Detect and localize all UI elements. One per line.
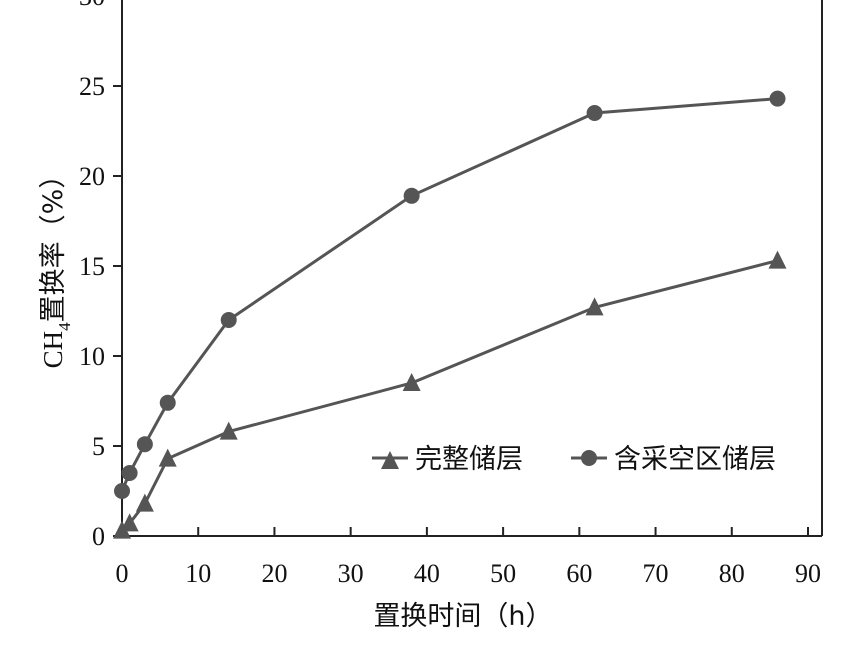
x-tick-label: 40 [414, 559, 440, 588]
x-tick-label: 70 [643, 559, 669, 588]
x-tick-label: 20 [261, 559, 287, 588]
x-tick-label: 10 [185, 559, 211, 588]
x-tick-label: 60 [566, 559, 592, 588]
data-point [120, 513, 139, 532]
data-point [402, 373, 421, 391]
y-tick-label: 15 [79, 252, 105, 281]
data-point [135, 493, 154, 512]
x-tick-label: 0 [116, 559, 129, 588]
legend-label-1: 含采空区储层 [614, 444, 776, 475]
data-point [403, 187, 420, 204]
x-tick-label: 30 [338, 559, 364, 588]
series-layer [113, 90, 787, 539]
legend-marker-circle [581, 450, 597, 466]
data-point [585, 297, 604, 316]
y-tick-label: 5 [92, 432, 105, 461]
x-axis-title: 置换时间（h） [373, 601, 552, 632]
series-1 [114, 90, 786, 499]
y-tick-label: 0 [92, 522, 105, 551]
x-axis-ticks: 0 10 20 30 40 50 60 70 80 90 [116, 527, 821, 588]
x-tick-label: 80 [719, 559, 745, 588]
legend-marker-triangle [381, 451, 399, 469]
y-axis-title-pre: CH [38, 331, 68, 369]
data-point [121, 465, 138, 481]
x-tick-label: 90 [795, 559, 821, 588]
y-axis-title: CH4置换率（%） [38, 162, 74, 369]
y-tick-label: 10 [79, 342, 105, 371]
series-0 [113, 250, 787, 539]
data-point [768, 250, 787, 269]
y-tick-label: 30 [79, 0, 105, 11]
data-point [219, 421, 238, 440]
y-axis-title-sub: 4 [55, 322, 74, 331]
data-point [158, 448, 177, 467]
data-point [159, 394, 176, 411]
data-point [136, 436, 153, 453]
series-line-1 [120, 97, 778, 492]
data-point [220, 312, 237, 328]
y-axis-title-post: 置换率（%） [38, 162, 69, 323]
data-point [586, 105, 603, 121]
y-tick-label: 20 [79, 162, 105, 191]
y-tick-label: 25 [79, 72, 105, 101]
legend: 完整储层 含采空区储层 [372, 444, 776, 475]
series-line-0 [120, 259, 778, 532]
data-point [769, 90, 786, 107]
legend-label-0: 完整储层 [415, 444, 523, 475]
y-axis-ticks: 0 5 10 15 20 25 30 [79, 0, 122, 551]
data-point [114, 483, 130, 499]
x-tick-label: 50 [490, 559, 516, 588]
